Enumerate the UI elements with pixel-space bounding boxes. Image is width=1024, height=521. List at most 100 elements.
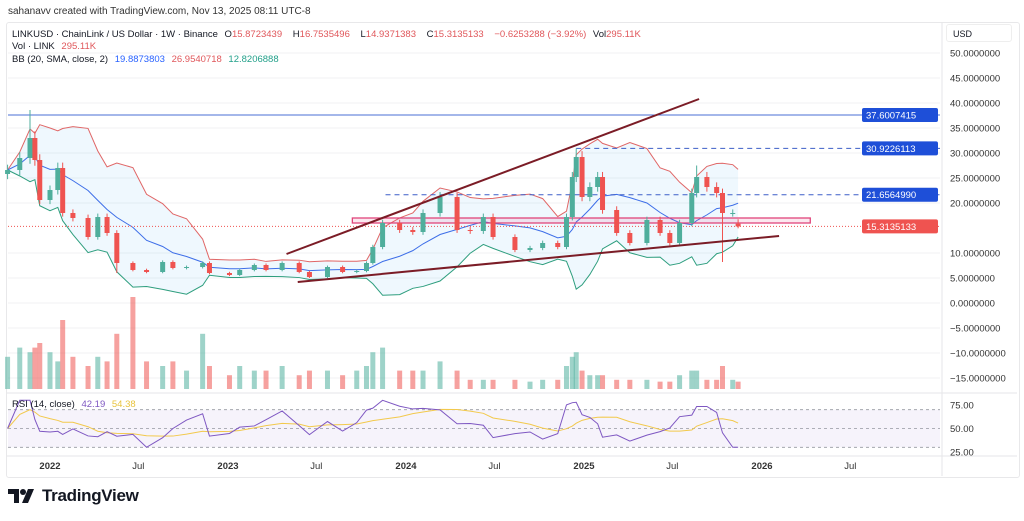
volume-bar (540, 379, 546, 389)
price-tick-label: 35.0000000 (950, 124, 1000, 135)
volume-bar (55, 361, 61, 389)
candle-body (324, 267, 330, 277)
candle-body (397, 223, 403, 230)
rsi-indicator-label[interactable]: RSI (14, close) (12, 399, 75, 410)
volume-bar (573, 352, 579, 389)
volume-bar (677, 375, 683, 389)
candle-body (704, 177, 710, 187)
candle-body (527, 248, 533, 250)
price-badge-label: 15.3135133 (866, 222, 916, 233)
volume-bar (130, 297, 136, 389)
candle-body (5, 170, 11, 174)
candle-body (677, 223, 683, 243)
tradingview-logo[interactable]: TradingView (8, 486, 139, 506)
volume-bar (104, 361, 110, 389)
price-tick-label: 20.0000000 (950, 199, 1000, 210)
volume-bar (237, 366, 243, 389)
volume-bar (5, 356, 11, 389)
volume-bar (85, 366, 91, 389)
support-zone (351, 217, 811, 224)
volume-indicator-label[interactable]: Vol · LINK (12, 41, 55, 52)
candle-body (730, 213, 736, 214)
bb-lower-value: 12.8206888 (228, 54, 279, 65)
volume-bar (27, 352, 33, 389)
volume-bar (667, 381, 673, 389)
candle-body (644, 220, 650, 243)
volume-bar (354, 370, 360, 389)
rsi-ma-value: 54.38 (111, 399, 136, 410)
volume-bar (730, 379, 736, 389)
candle-body (689, 193, 695, 223)
candle-body (563, 217, 569, 247)
price-tick-label: −5.0000000 (950, 324, 1000, 335)
low-label: L (360, 29, 366, 40)
volume-bar (114, 333, 120, 389)
volume-bar (170, 361, 176, 389)
candle-body (263, 265, 269, 270)
volume-bar (454, 370, 460, 389)
high-label: H (292, 29, 300, 40)
volume-bar (657, 381, 663, 389)
symbol-legend: LINKUSD · ChainLink / US Dollar · 1W · B… (12, 29, 649, 40)
chart-credit: sahanavv created with TradingView.com, N… (8, 6, 311, 17)
volume-bar (60, 320, 66, 389)
time-tick-label: 2024 (395, 461, 417, 472)
volume-bar (420, 370, 426, 389)
volume-bar (279, 366, 285, 389)
volume-bar (251, 370, 257, 389)
price-badge (862, 141, 938, 156)
price-tick-label: 10.0000000 (950, 249, 1000, 260)
volume-bar (714, 379, 720, 389)
rsi-tick-label: 75.00 (950, 401, 974, 412)
candle-body (420, 213, 426, 232)
candle-body (512, 237, 518, 250)
symbol-info[interactable]: LINKUSD · ChainLink / US Dollar · 1W · B… (12, 29, 218, 40)
volume-bar (512, 379, 518, 389)
volume-bar (363, 366, 369, 389)
candle-body (206, 263, 212, 273)
volume-bar (306, 370, 312, 389)
volume-bar (579, 370, 585, 389)
rsi-legend: RSI (14, close) 42.19 54.38 (12, 399, 140, 410)
vol-label: Vol (592, 29, 607, 40)
candle-body (410, 230, 416, 232)
time-tick-label: Jul (132, 461, 144, 472)
currency-selector[interactable]: USD (946, 24, 1012, 42)
volume-bar (735, 381, 741, 389)
price-tick-label: −10.0000000 (950, 349, 1006, 360)
price-tick-label: 30.0000000 (950, 149, 1000, 160)
candle-body (540, 243, 546, 248)
rsi-value: 42.19 (81, 399, 106, 410)
candle-body (279, 263, 285, 270)
candle-body (130, 263, 136, 270)
volume-bar (200, 333, 206, 389)
vol-value: 295.11K (606, 29, 641, 40)
time-tick-label: Jul (488, 461, 500, 472)
bb-upper-value: 26.9540718 (171, 54, 222, 65)
candle-body (85, 218, 91, 237)
volume-bar (527, 381, 533, 389)
time-tick-label: Jul (666, 461, 678, 472)
volume-bar (467, 379, 473, 389)
candle-body (370, 247, 376, 263)
candle-body (200, 263, 206, 267)
low-value: 14.9371383 (365, 29, 416, 40)
bb-lower-line (7, 169, 739, 296)
time-tick-label: 2026 (751, 461, 772, 472)
volume-bar (380, 347, 386, 389)
volume-bar (600, 375, 606, 389)
price-badge-label: 37.6007415 (866, 110, 916, 121)
trend-line (286, 98, 700, 255)
candle-body (714, 187, 720, 193)
price-badge-label: 30.9226113 (866, 144, 916, 155)
candle-body (573, 157, 579, 177)
price-badge (862, 187, 938, 202)
high-value: 16.7535496 (299, 29, 350, 40)
volume-bar (263, 370, 269, 389)
candle-body (555, 243, 561, 247)
bb-indicator-label[interactable]: BB (20, SMA, close, 2) (12, 54, 109, 65)
candle-body (587, 187, 593, 197)
candle-body (37, 160, 43, 200)
volume-indicator-value: 295.11K (61, 41, 97, 52)
